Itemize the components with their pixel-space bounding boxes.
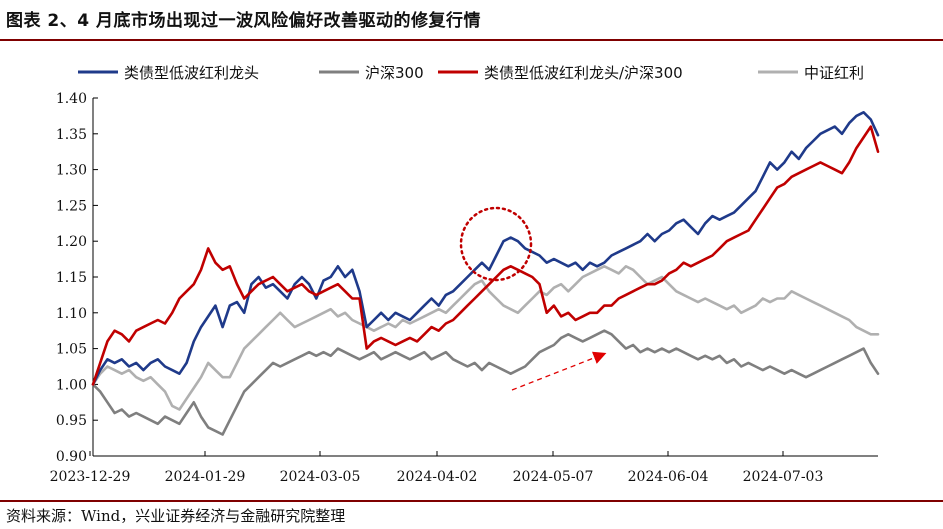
x-tick-label: 2024-05-07 xyxy=(513,469,594,485)
chart-title: 图表 2、4 月底市场出现过一波风险偏好改善驱动的修复行情 xyxy=(6,11,481,31)
y-tick-label: 1.20 xyxy=(56,234,87,250)
y-tick-label: 1.30 xyxy=(56,163,87,179)
y-tick-label: 1.25 xyxy=(56,198,87,214)
legend-label: 沪深300 xyxy=(365,64,424,82)
y-tick-label: 1.15 xyxy=(56,270,87,286)
series-line-1 xyxy=(91,329,880,436)
y-tick-label: 0.90 xyxy=(56,449,87,465)
y-tick-label: 1.00 xyxy=(56,377,87,393)
series-line-0 xyxy=(91,111,880,386)
y-tick-label: 1.40 xyxy=(56,91,87,107)
source-note: 资料来源：Wind，兴业证券经济与金融研究院整理 xyxy=(6,507,346,525)
y-tick-label: 1.10 xyxy=(56,306,87,322)
x-tick-label: 2024-07-03 xyxy=(743,469,824,485)
x-tick-label: 2024-01-29 xyxy=(165,469,246,485)
legend-label: 中证红利 xyxy=(804,64,864,82)
y-tick-label: 0.95 xyxy=(56,413,87,429)
dotted-circle-annotation xyxy=(459,206,533,282)
dashed-arrow-annotation xyxy=(511,351,607,391)
legend-label: 类债型低波红利龙头 xyxy=(124,64,259,82)
x-tick-label: 2023-12-29 xyxy=(50,469,131,485)
legend-label: 类债型低波红利龙头/沪深300 xyxy=(484,64,683,82)
line-chart: 0.90 0.95 1.00 1.05 1.10 1.15 1.20 1.25 1.30 1.35… xyxy=(50,64,880,485)
footer-divider xyxy=(0,500,943,502)
title-divider xyxy=(0,39,943,41)
x-tick-label: 2024-06-04 xyxy=(628,469,709,485)
x-tick-label: 2024-04-02 xyxy=(397,469,478,485)
y-tick-label: 1.05 xyxy=(56,342,87,358)
y-tick-label: 1.35 xyxy=(56,127,87,143)
series-line-2 xyxy=(91,125,880,386)
x-tick-label: 2024-03-05 xyxy=(280,469,361,485)
